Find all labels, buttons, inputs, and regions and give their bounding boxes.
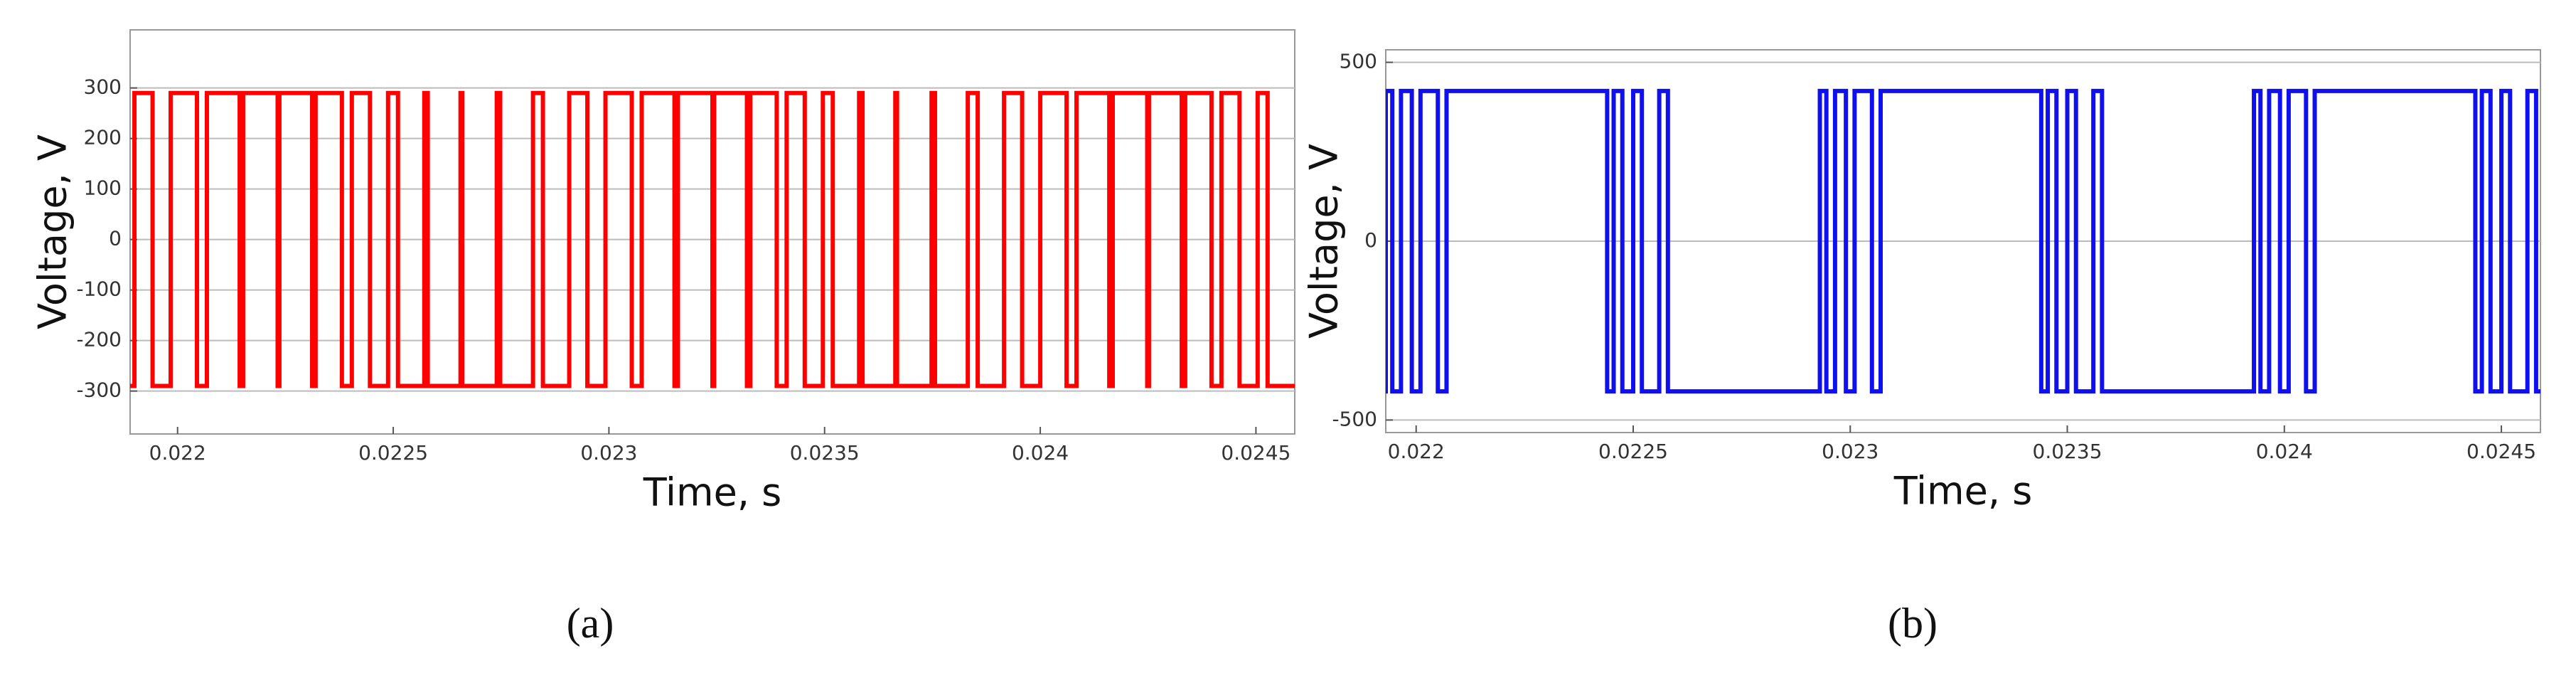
x-tick-label: 0.0235 <box>790 441 860 465</box>
x-tick-label: 0.023 <box>580 441 637 465</box>
y-tick-label: -100 <box>76 277 122 301</box>
x-tick-label: 0.024 <box>2256 440 2313 463</box>
waveform <box>130 90 1295 388</box>
x-tick-label: 0.023 <box>1822 440 1878 463</box>
plot-content <box>130 90 1295 388</box>
x-tick-label: 0.022 <box>1388 440 1445 463</box>
caption: (a) <box>567 600 614 647</box>
y-tick-label: 500 <box>1340 50 1377 73</box>
y-tick-label: 0 <box>1364 228 1377 252</box>
y-tick-label: 0 <box>109 227 122 250</box>
y-axis-label: Voltage, V <box>1302 144 1347 339</box>
y-tick-label: -500 <box>1332 407 1377 430</box>
x-axis-label: Time, s <box>643 470 782 515</box>
x-tick-label: 0.0235 <box>2033 440 2102 463</box>
y-tick-label: 100 <box>84 176 122 200</box>
x-axis-label: Time, s <box>1893 469 2033 514</box>
y-tick-label: -200 <box>76 328 122 351</box>
panel: -500 0 500 0.022 0.0225 0.023 0.0235 0.024 0.024… <box>1302 49 2541 647</box>
waveform <box>1386 88 2540 394</box>
y-axis-label: Voltage, V <box>31 134 75 329</box>
caption: (b) <box>1888 600 1938 647</box>
y-tick-label: -300 <box>76 378 122 402</box>
x-tick-label: 0.0245 <box>2467 440 2536 463</box>
y-tick-label: 200 <box>84 126 122 149</box>
x-tick-label: 0.0225 <box>358 441 428 465</box>
plot-content <box>1386 88 2540 394</box>
x-tick-label: 0.0245 <box>1221 441 1290 465</box>
x-tick-label: 0.0225 <box>1598 440 1668 463</box>
x-tick-label: 0.022 <box>149 441 206 465</box>
panel: -300 -200 -100 0 100 200 300 0.022 0.0225 0.023 0.… <box>31 29 1295 647</box>
y-tick-label: 300 <box>84 75 122 99</box>
x-tick-label: 0.024 <box>1012 441 1069 465</box>
